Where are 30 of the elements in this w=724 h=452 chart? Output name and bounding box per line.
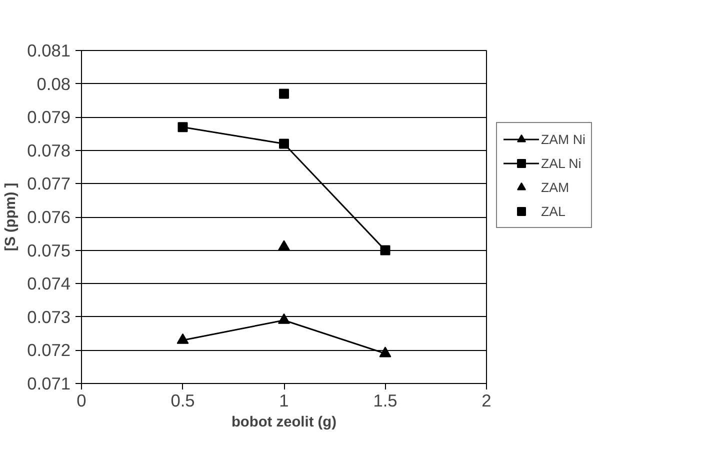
legend-label: ZAL Ni bbox=[541, 156, 582, 170]
x-tick-label: 2 bbox=[482, 390, 492, 410]
y-tick-label: 0.071 bbox=[27, 374, 71, 394]
legend-label: ZAM Ni bbox=[541, 132, 586, 146]
y-tick-label: 0.081 bbox=[27, 40, 71, 60]
point bbox=[178, 122, 188, 132]
x-tick-label: 1.5 bbox=[373, 390, 398, 410]
point bbox=[380, 245, 390, 256]
y-tick-label: 0.08 bbox=[36, 74, 71, 94]
x-tick-label: 0 bbox=[76, 390, 86, 410]
y-tick-label: 0.075 bbox=[27, 240, 71, 260]
y-tick-label: 0.072 bbox=[27, 340, 71, 360]
y-tick-label: 0.077 bbox=[27, 174, 71, 194]
point bbox=[278, 240, 290, 251]
point bbox=[176, 333, 189, 344]
point bbox=[278, 313, 290, 324]
y-tick-label: 0.078 bbox=[27, 140, 71, 160]
y-tick-label: 0.079 bbox=[27, 107, 71, 128]
point bbox=[279, 138, 289, 149]
y-tick-label: 0.073 bbox=[27, 306, 71, 327]
legend-label: ZAL bbox=[541, 204, 566, 218]
point bbox=[279, 88, 289, 99]
x-tick-label: 1 bbox=[279, 390, 289, 410]
y-tick-label: 0.074 bbox=[27, 274, 71, 294]
x-tick-label: 0.5 bbox=[170, 390, 195, 410]
y-axis-title: [S (ppm) ] bbox=[3, 182, 20, 252]
point bbox=[379, 346, 392, 358]
y-tick-label: 0.076 bbox=[27, 207, 71, 227]
legend-label: ZAM bbox=[541, 180, 570, 194]
x-axis-title: bobot zeolit (g) bbox=[231, 414, 337, 430]
